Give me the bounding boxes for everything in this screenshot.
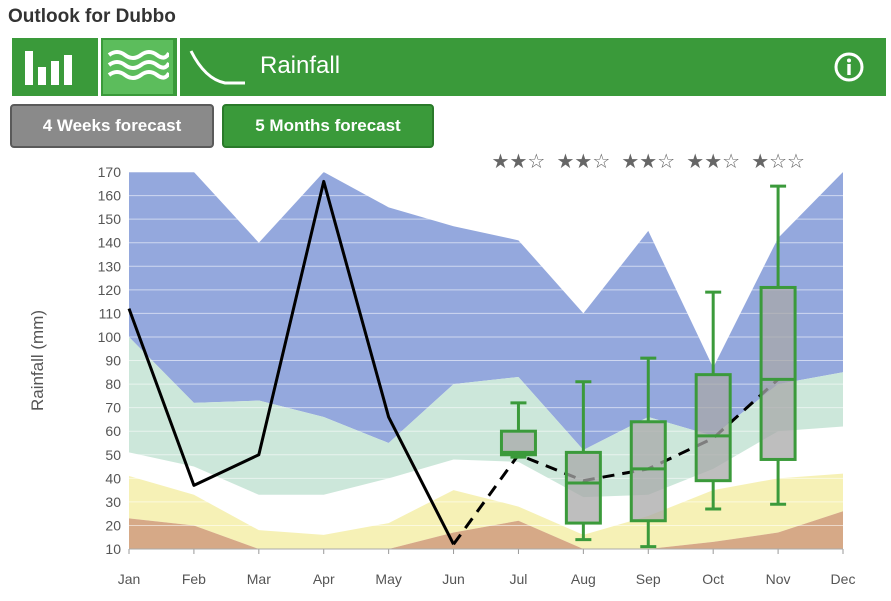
y-tick-label: 20 (105, 517, 121, 533)
observed-rainfall-line (127, 179, 455, 545)
y-tick-label: 170 (98, 164, 122, 180)
box-iqr (759, 285, 797, 461)
x-tick-label: Jul (510, 571, 528, 587)
y-tick-label: 40 (105, 470, 121, 486)
decline-curve-button[interactable] (182, 40, 252, 94)
box-plot-aug (564, 380, 602, 542)
y-tick-label: 60 (105, 423, 121, 439)
y-tick-label: 120 (98, 282, 122, 298)
y-tick-label: 90 (105, 353, 121, 369)
x-tick-label: Apr (313, 571, 335, 587)
y-tick-label: 130 (98, 258, 122, 274)
bar-chart-button[interactable] (16, 40, 86, 94)
box-plot-jul (499, 401, 537, 459)
band-yellow (129, 473, 843, 549)
x-tick-label: Aug (571, 571, 596, 587)
confidence-stars-nov: ★☆☆ (751, 149, 805, 173)
rainfall-bands-icon (107, 50, 169, 80)
tab-5-months-forecast[interactable]: 5 Months forecast (222, 104, 434, 148)
toolbar-label: Rainfall (260, 52, 341, 79)
confidence-stars-jul: ★★☆ (492, 149, 546, 173)
box-iqr (629, 420, 667, 523)
confidence-stars-sep: ★★☆ (621, 149, 675, 173)
y-tick-label: 150 (98, 211, 122, 227)
y-tick-label: 70 (105, 400, 121, 416)
confidence-stars-aug: ★★☆ (556, 149, 610, 173)
x-tick-label: Nov (766, 571, 791, 587)
y-tick-label: 30 (105, 494, 121, 510)
x-tick-label: May (375, 571, 401, 587)
x-tick-label: Jan (118, 571, 141, 587)
x-tick-label: Oct (702, 571, 724, 587)
box-iqr (564, 450, 602, 525)
x-tick-label: Feb (182, 571, 206, 587)
y-axis-label: Rainfall (mm) (28, 310, 47, 411)
page-title: Outlook for Dubbo (8, 6, 176, 27)
box-plot-nov (759, 184, 797, 506)
info-icon (834, 52, 864, 82)
box-plot-oct (694, 290, 732, 511)
box-plot-sep (629, 356, 667, 549)
y-tick-label: 50 (105, 447, 121, 463)
y-tick-label: 80 (105, 376, 121, 392)
decline-curve-icon (189, 50, 245, 85)
y-tick-label: 160 (98, 188, 122, 204)
y-tick-label: 100 (98, 329, 122, 345)
rainfall-bands-button[interactable] (103, 40, 173, 94)
y-tick-label: 10 (105, 541, 121, 557)
tab-4-weeks-forecast[interactable]: 4 Weeks forecast (10, 104, 214, 148)
band-brown (129, 511, 843, 549)
y-tick-label: 140 (98, 235, 122, 251)
x-tick-label: Jun (442, 571, 465, 587)
bar-chart-icon (25, 51, 72, 85)
x-tick-label: Mar (247, 571, 271, 587)
chart-toolbar: Rainfall (12, 38, 886, 96)
y-tick-label: 110 (99, 305, 122, 321)
x-tick-label: Dec (831, 571, 856, 587)
confidence-stars-oct: ★★☆ (686, 149, 740, 173)
box-iqr (694, 373, 732, 483)
x-tick-label: Sep (636, 571, 661, 587)
band-top (129, 172, 843, 451)
info-button[interactable] (832, 50, 866, 84)
box-iqr (499, 429, 537, 457)
